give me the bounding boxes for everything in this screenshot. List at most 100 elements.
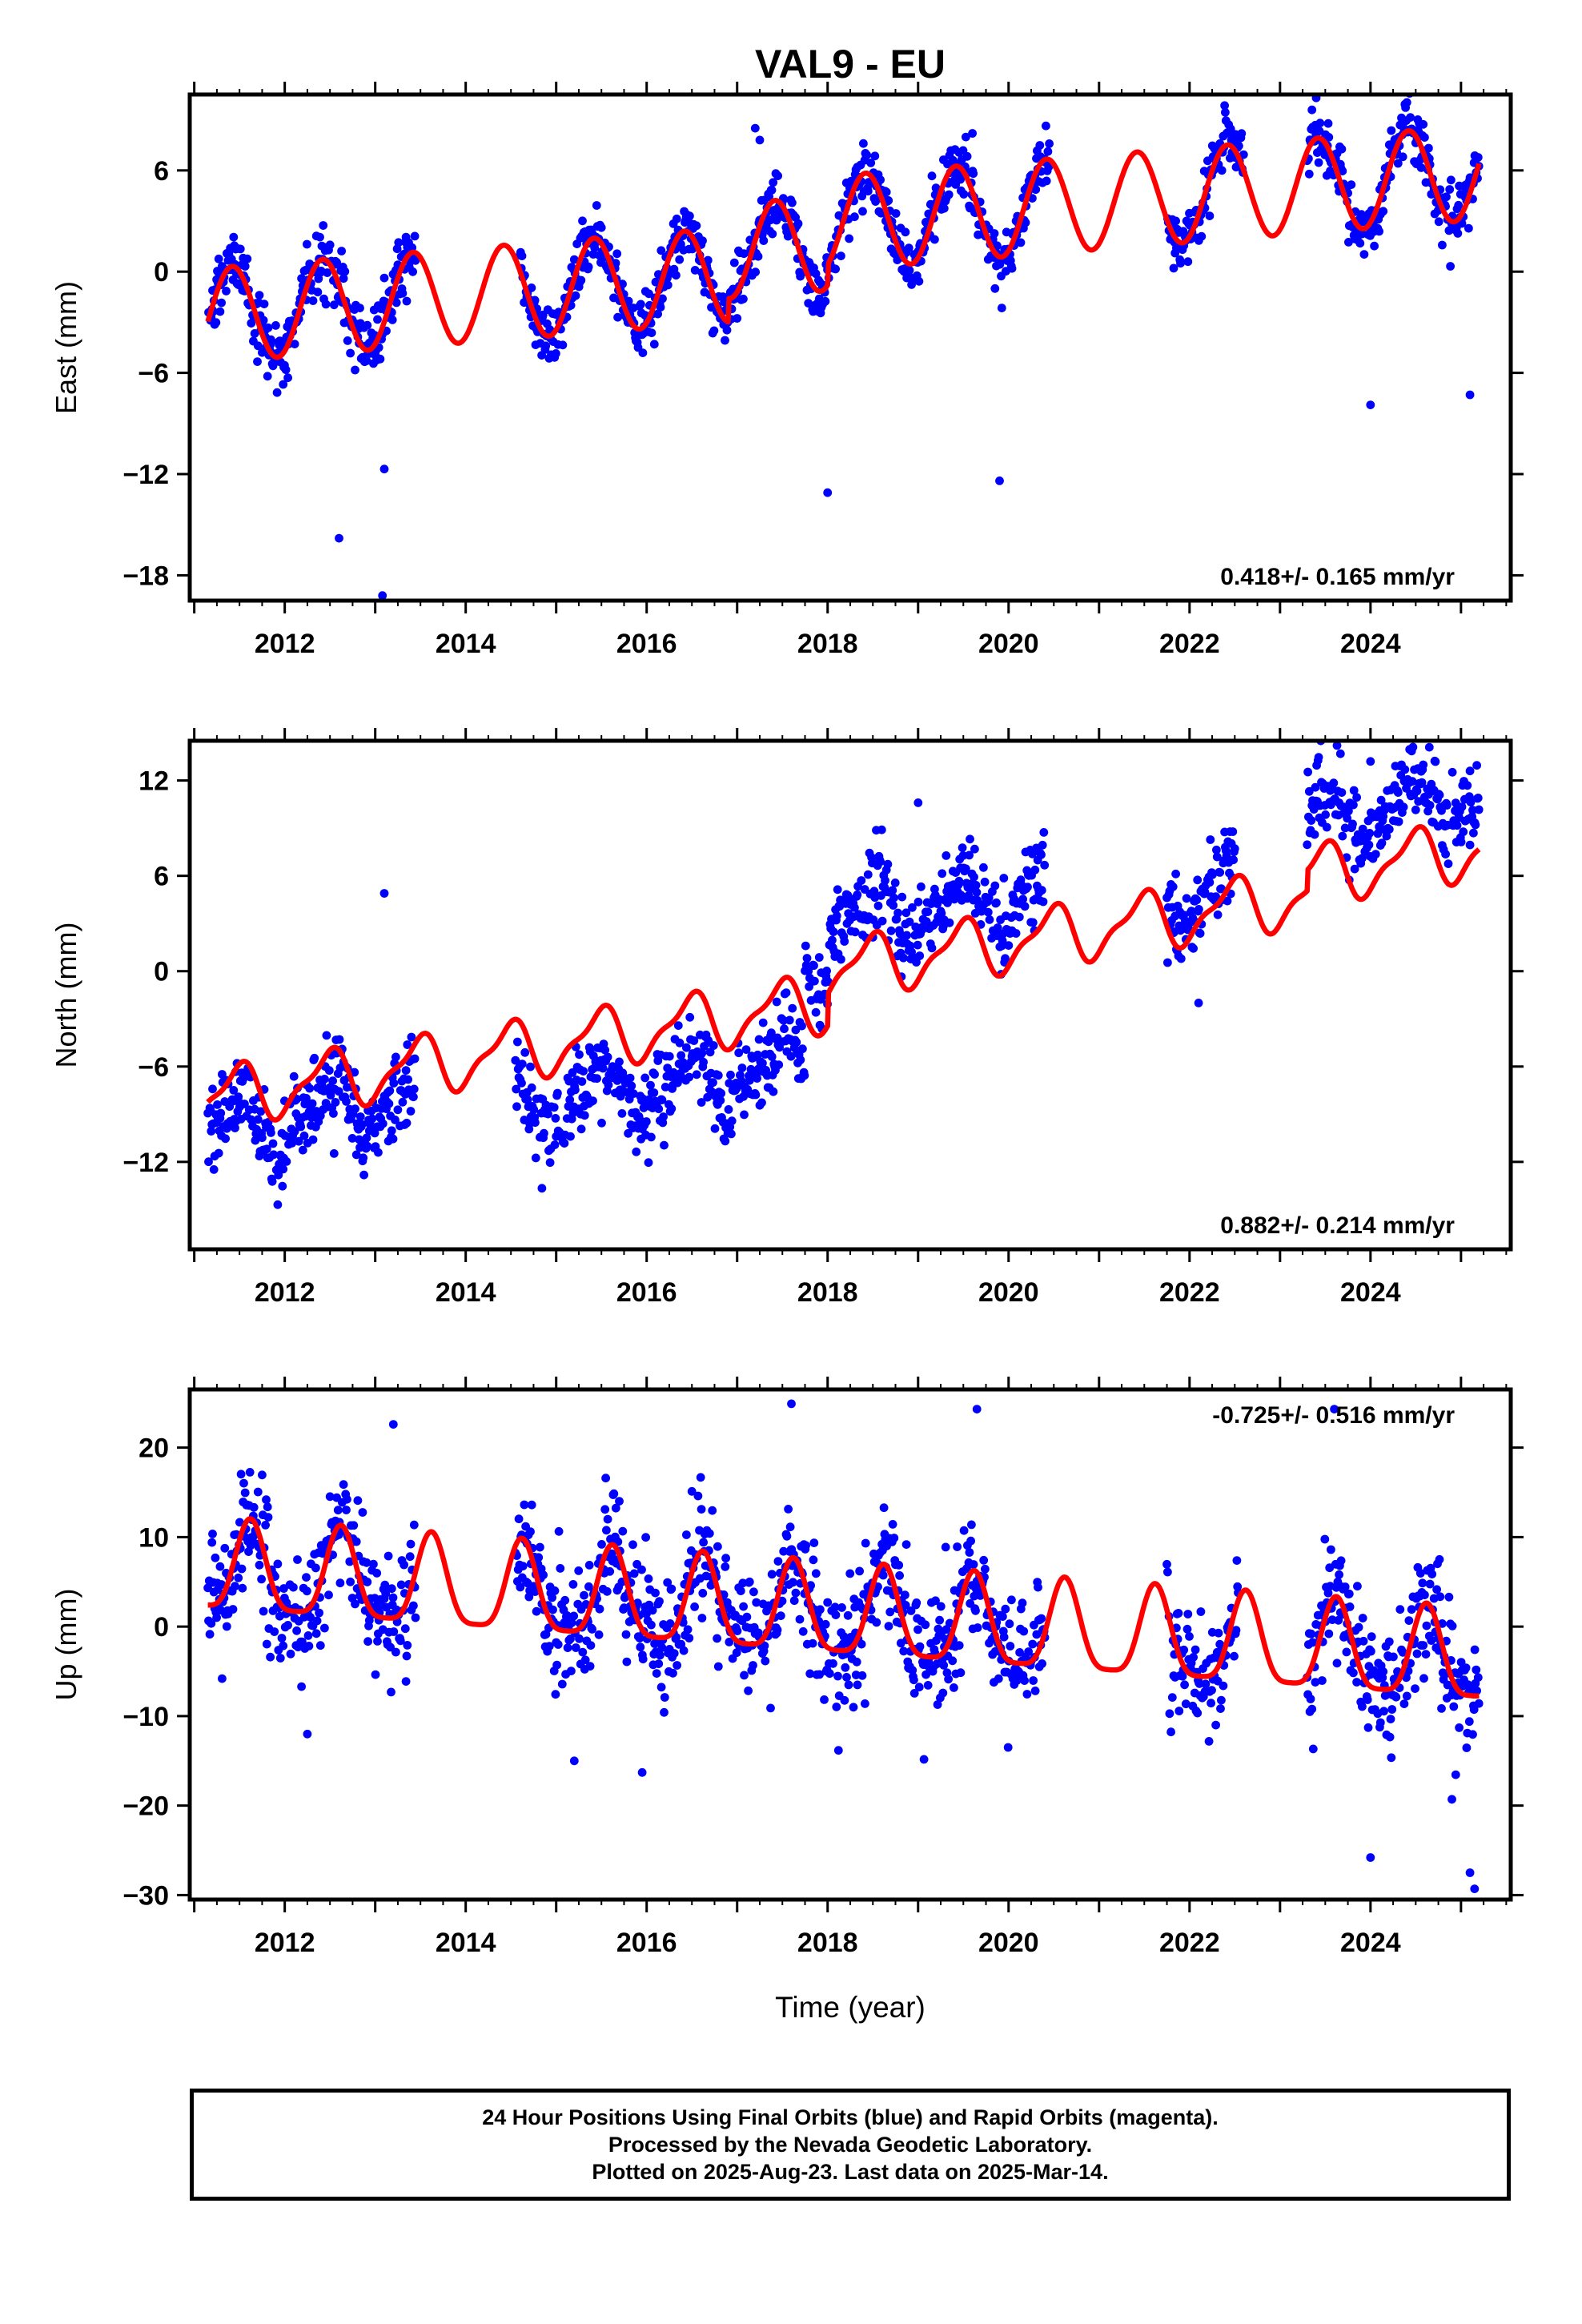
data-point [406, 1107, 416, 1116]
data-point [303, 1631, 313, 1640]
data-point [644, 289, 653, 299]
data-point [274, 1170, 283, 1180]
data-point [379, 273, 389, 283]
data-point [902, 931, 911, 940]
data-point [751, 267, 760, 277]
data-point [367, 1114, 377, 1124]
data-point [1337, 788, 1347, 797]
data-point [1200, 887, 1210, 897]
data-point [1354, 1622, 1363, 1632]
data-point [815, 1670, 824, 1679]
data-point [628, 1089, 638, 1098]
data-point [1207, 1699, 1215, 1708]
data-point [905, 917, 914, 927]
data-point [997, 304, 1006, 312]
data-point [1442, 801, 1452, 810]
data-point [281, 365, 291, 375]
data-point [1343, 814, 1352, 823]
data-point [343, 1494, 351, 1504]
data-point [1037, 850, 1046, 859]
data-point [1420, 1590, 1429, 1599]
data-point [629, 1569, 639, 1578]
data-point [217, 1580, 226, 1589]
data-point [1038, 840, 1047, 850]
data-point [1214, 1628, 1223, 1638]
data-point [1007, 263, 1017, 273]
data-point [240, 1100, 249, 1108]
data-point [1193, 1708, 1203, 1718]
data-point [1037, 1614, 1046, 1623]
data-point [752, 1598, 761, 1607]
data-point [1465, 766, 1475, 776]
data-point [592, 1074, 601, 1084]
data-point [970, 844, 979, 854]
data-point [1370, 241, 1379, 251]
data-point [998, 936, 1007, 945]
data-point [586, 1641, 596, 1651]
footer-line-1: 24 Hour Positions Using Final Orbits (bl… [482, 2105, 1219, 2129]
data-point [548, 1593, 556, 1602]
data-point [398, 288, 408, 298]
data-point [391, 1647, 400, 1657]
data-point [962, 151, 972, 161]
data-point [624, 296, 633, 306]
data-point [335, 1578, 345, 1588]
data-point [753, 1074, 761, 1083]
data-point [1181, 1699, 1191, 1709]
data-point [656, 1651, 665, 1660]
data-point [825, 1669, 834, 1679]
data-point [1424, 143, 1433, 153]
data-point [355, 1112, 365, 1121]
data-point [897, 892, 907, 902]
data-point [208, 1084, 217, 1094]
data-point [1323, 119, 1333, 128]
data-point [391, 1116, 400, 1124]
data-point [722, 325, 732, 335]
data-point [1165, 1709, 1174, 1719]
data-point [221, 1134, 230, 1144]
data-point [685, 1012, 695, 1022]
data-point [651, 1588, 660, 1598]
data-point [1220, 101, 1229, 111]
data-point [804, 299, 813, 308]
data-point [660, 1693, 669, 1702]
data-point [328, 1076, 337, 1086]
data-point [801, 941, 810, 951]
data-point [345, 1557, 355, 1566]
data-point [1472, 761, 1481, 770]
data-point [1438, 240, 1447, 250]
data-point [402, 1651, 412, 1661]
data-point [873, 901, 883, 911]
data-point [650, 1070, 659, 1079]
data-point [1308, 1744, 1318, 1754]
data-point [1414, 797, 1423, 806]
data-point [822, 967, 831, 975]
data-point [725, 1079, 734, 1088]
data-point [673, 1021, 683, 1030]
data-point [208, 1530, 217, 1538]
data-point [527, 1083, 536, 1092]
data-point [954, 1641, 964, 1651]
data-point [1470, 1884, 1480, 1894]
data-point [881, 187, 891, 197]
data-point [665, 1051, 674, 1061]
data-point [717, 1088, 726, 1098]
data-point [833, 1671, 842, 1681]
data-point [1320, 1534, 1330, 1544]
data-point [1352, 793, 1361, 802]
data-point [1182, 894, 1191, 903]
data-point [971, 1606, 980, 1615]
data-point [1416, 163, 1426, 172]
x-tick-label: 2020 [978, 1277, 1039, 1308]
data-point [1163, 1567, 1172, 1577]
data-point [958, 843, 967, 852]
data-point [359, 1170, 368, 1180]
data-point [267, 335, 275, 344]
data-point [389, 1079, 399, 1088]
data-point [258, 1470, 267, 1480]
data-point [259, 1606, 268, 1616]
y-tick-label: −12 [122, 1148, 169, 1178]
data-point [1379, 207, 1388, 216]
data-point [1221, 107, 1230, 117]
data-point [971, 881, 981, 890]
